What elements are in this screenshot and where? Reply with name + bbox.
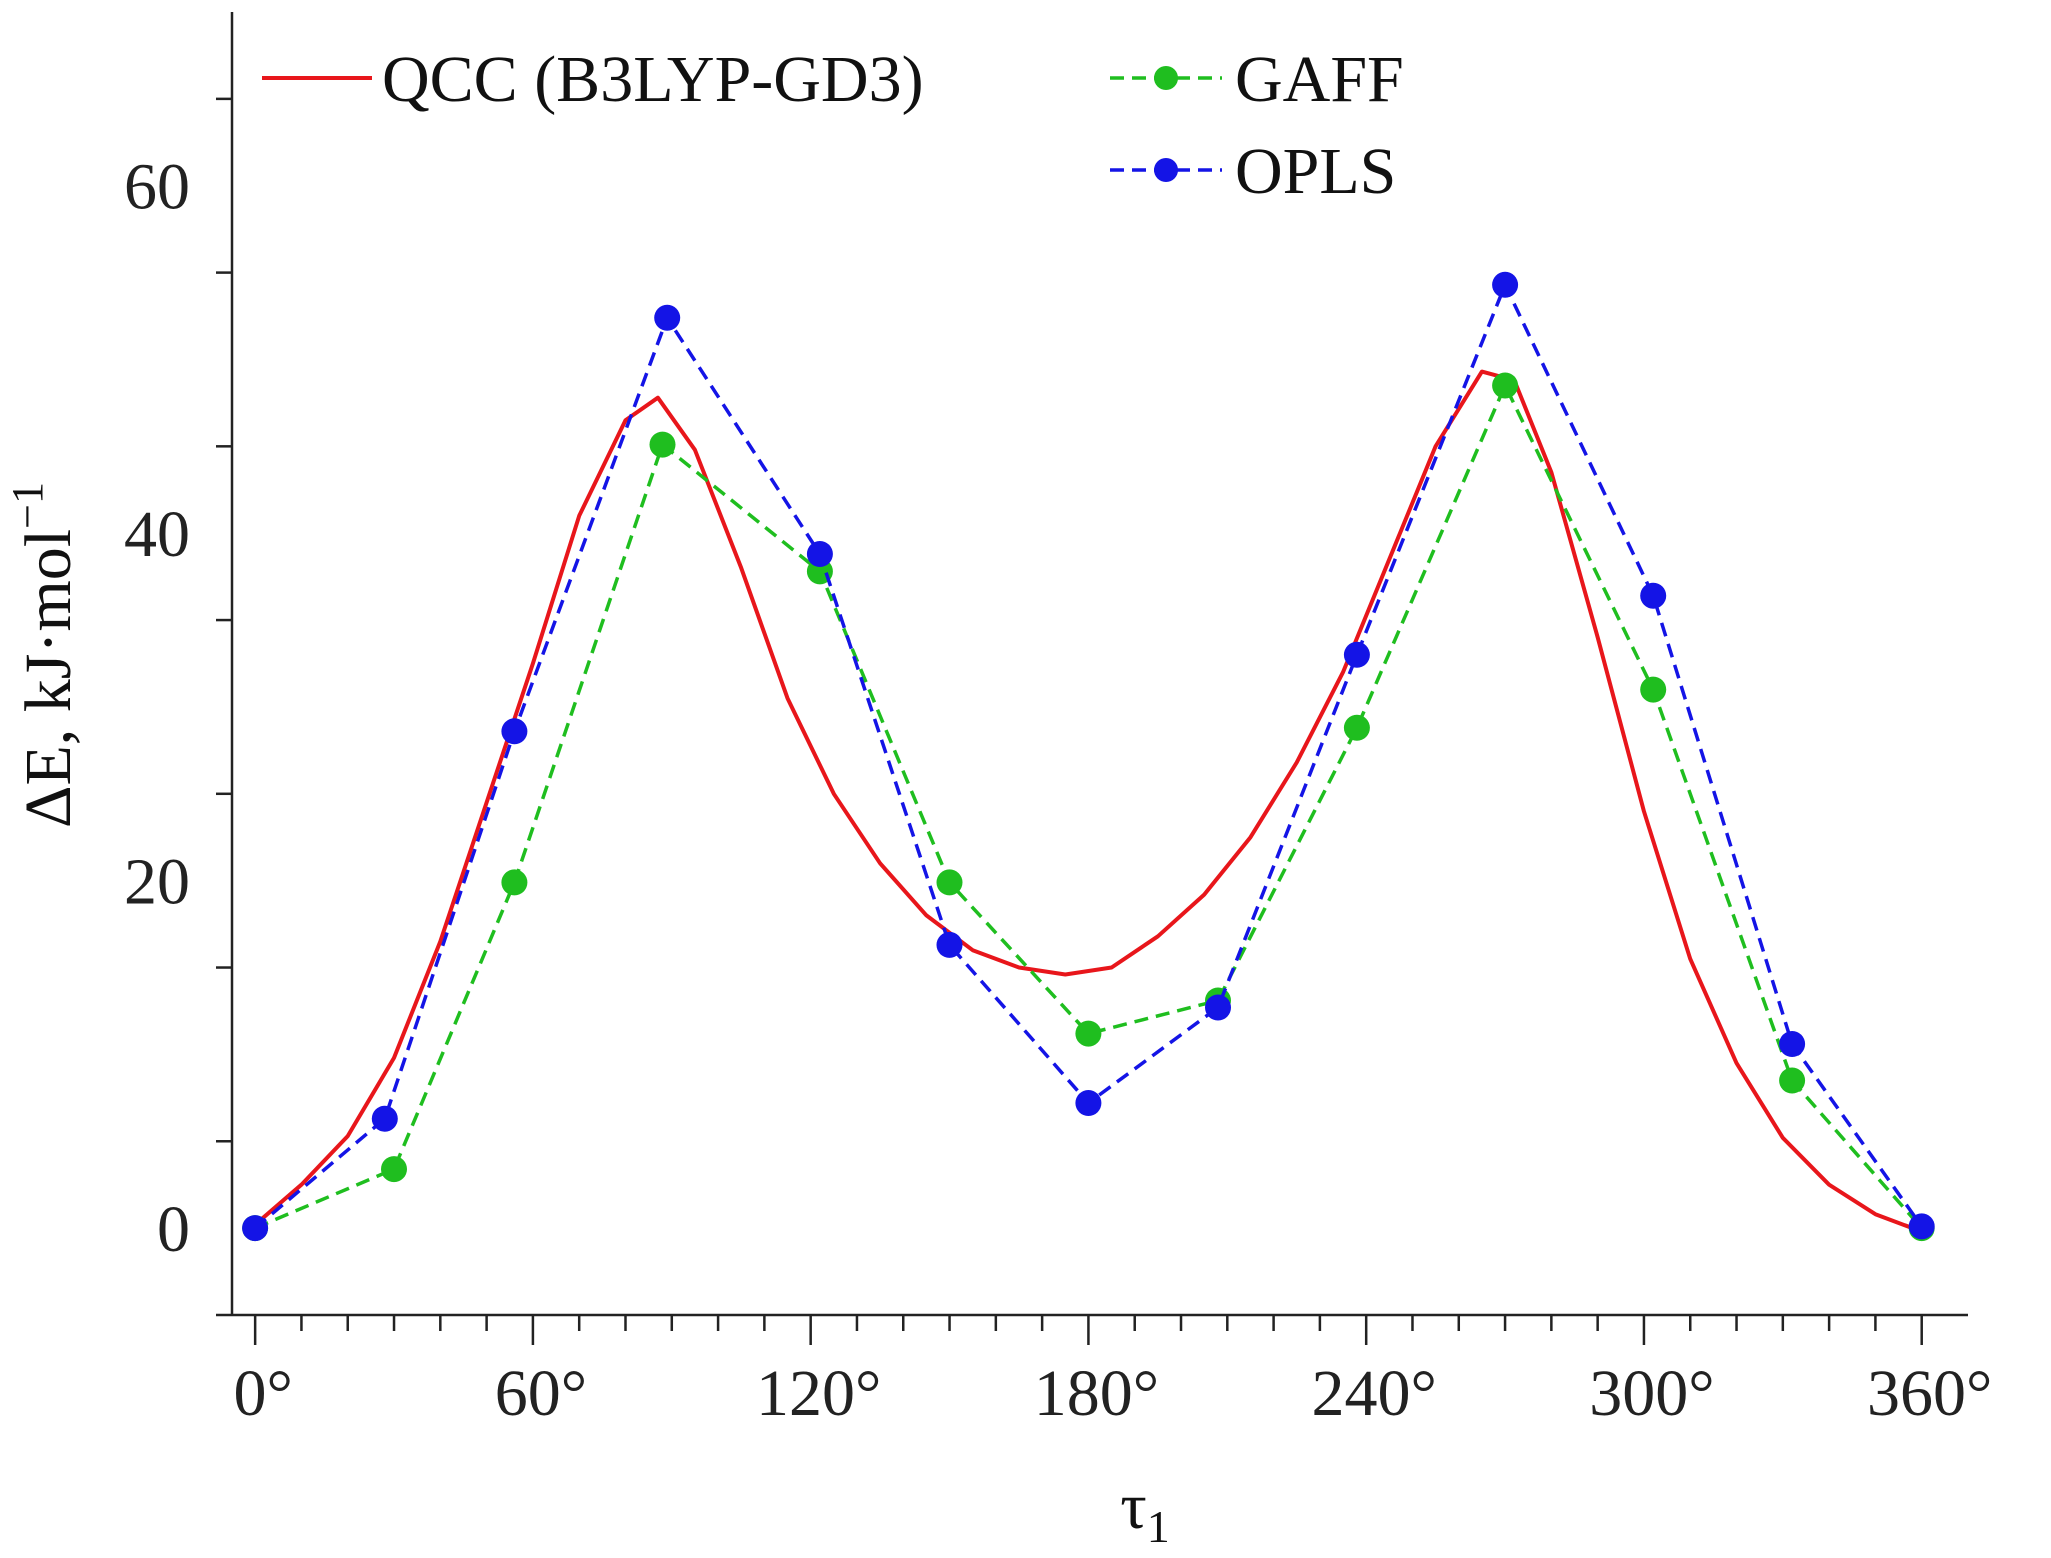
- legend-entry-qcc: QCC (B3LYP-GD3): [262, 43, 924, 116]
- x-axis-title-subscript: 1: [1147, 1501, 1170, 1552]
- x-axis-title: τ1: [1120, 1470, 1170, 1552]
- data-point-opls: [1075, 1090, 1102, 1116]
- y-axis-title-exponent: −1: [3, 482, 52, 529]
- data-point-opls: [501, 718, 528, 745]
- data-point-opls: [1908, 1213, 1935, 1240]
- data-point-gaff: [381, 1156, 407, 1183]
- y-tick-label: 20: [124, 846, 190, 919]
- data-point-opls: [371, 1105, 398, 1132]
- data-point-opls: [1492, 271, 1519, 298]
- x-tick-label: 240°: [1311, 1357, 1436, 1430]
- data-point-opls: [1205, 994, 1231, 1021]
- data-point-gaff: [1075, 1020, 1102, 1047]
- x-axis-title-main: τ: [1120, 1470, 1147, 1543]
- data-point-opls: [1343, 641, 1370, 668]
- series-opls: [242, 271, 1935, 1242]
- data-point-gaff: [649, 431, 676, 458]
- y-axis-title: ΔE, kJ·mol−1: [3, 482, 85, 828]
- x-tick-label: 60°: [495, 1357, 587, 1430]
- series-qcc: [253, 369, 1924, 1234]
- legend-label-gaff: GAFF: [1235, 43, 1404, 116]
- data-point-opls: [1779, 1031, 1806, 1057]
- x-tick-label: 180°: [1034, 1357, 1159, 1430]
- data-point-gaff: [1640, 676, 1667, 703]
- x-tick-label: 300°: [1589, 1357, 1714, 1430]
- x-tick-label: 360°: [1867, 1357, 1992, 1430]
- data-point-opls: [242, 1215, 269, 1242]
- legend-label-opls: OPLS: [1235, 135, 1396, 208]
- y-tick-label: 0: [157, 1193, 190, 1266]
- data-point-opls: [654, 304, 681, 331]
- legend-label-qcc: QCC (B3LYP-GD3): [382, 43, 924, 116]
- data-point-gaff: [1492, 372, 1519, 399]
- data-point-opls: [806, 541, 833, 567]
- data-point-opls: [1640, 582, 1667, 609]
- data-point-gaff: [501, 869, 528, 896]
- x-tick-label: 120°: [756, 1357, 881, 1430]
- y-axis-ticks: 0 20 40 60: [124, 97, 232, 1317]
- data-point-opls: [936, 931, 963, 958]
- series-line-qcc: [253, 369, 1924, 1234]
- y-tick-label: 40: [124, 498, 190, 571]
- x-tick-label: 0°: [233, 1357, 292, 1430]
- y-tick-label: 60: [124, 151, 190, 224]
- legend: QCC (B3LYP-GD3) GAFF OPLS: [262, 43, 1404, 208]
- data-point-gaff: [936, 869, 963, 896]
- legend-entry-gaff: GAFF: [1110, 43, 1404, 116]
- legend-marker-opls: [1154, 158, 1178, 182]
- legend-marker-gaff: [1154, 66, 1178, 90]
- legend-entry-opls: OPLS: [1110, 135, 1396, 208]
- y-axis-title-main: ΔE, kJ·mol: [12, 529, 85, 828]
- data-point-gaff: [1779, 1067, 1806, 1094]
- series-layer: [242, 271, 1935, 1242]
- data-point-gaff: [1343, 714, 1370, 741]
- x-axis-ticks: 0° 60° 120° 180° 240° 300° 360°: [233, 1315, 1992, 1430]
